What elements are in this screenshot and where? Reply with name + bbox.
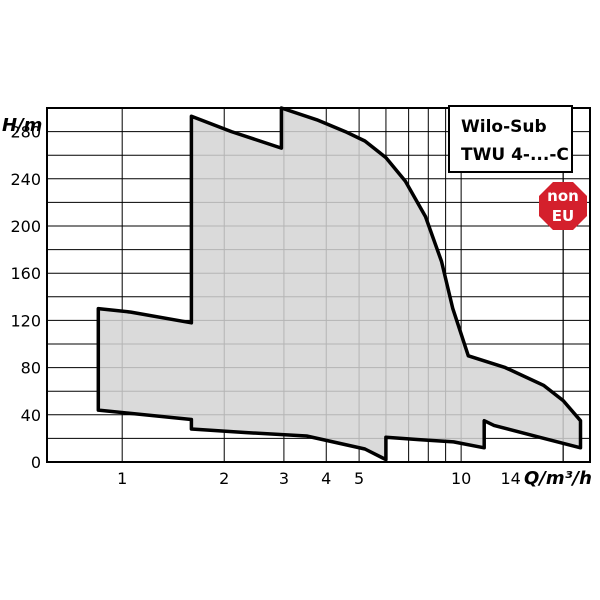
y-tick-label: 200 (10, 217, 41, 236)
y-tick-label: 0 (31, 453, 41, 472)
non-eu-badge: non EU (539, 182, 587, 230)
operating-range-area (96, 106, 583, 462)
stop-sign-icon (539, 182, 587, 230)
title-box (448, 105, 573, 173)
y-tick-label: 160 (10, 264, 41, 283)
chart-title-line-2: TWU 4-...-C (461, 145, 569, 165)
plot-frame (46, 107, 591, 463)
y-tick-label: 120 (10, 311, 41, 330)
y-tick-labels: 0 40 80 120 160 200 240 280 (10, 123, 41, 472)
x-tick-label: 1 (117, 469, 127, 488)
x-tick-label: 5 (354, 469, 364, 488)
x-tick-label: 14 (500, 469, 520, 488)
y-axis-title: H/m (2, 115, 42, 136)
y-tick-label: 40 (21, 406, 41, 425)
y-tick-label: 240 (10, 170, 41, 189)
x-tick-label: 2 (219, 469, 229, 488)
x-axis-title: Q/m³/h (524, 468, 592, 489)
badge-line-1: non (547, 187, 579, 205)
x-tick-label: 10 (451, 469, 471, 488)
badge-line-2: EU (552, 207, 574, 225)
y-tick-label: 80 (21, 359, 41, 378)
y-tick-label: 280 (10, 123, 41, 142)
x-tick-label: 3 (279, 469, 289, 488)
x-tick-labels: 1 2 3 4 5 10 14 (117, 469, 521, 488)
chart-title-line-1: Wilo-Sub (461, 117, 547, 137)
x-tick-label: 4 (321, 469, 331, 488)
